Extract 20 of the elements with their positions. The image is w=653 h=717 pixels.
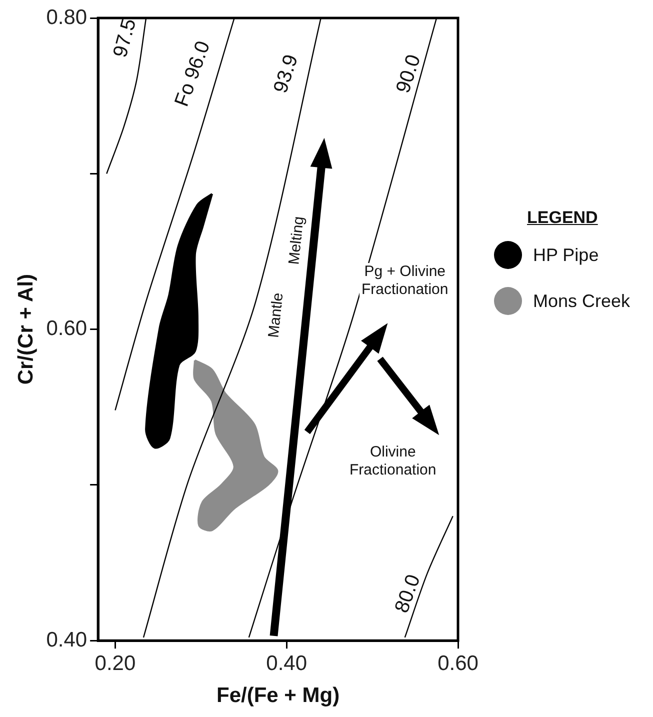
annotation: Fo 96.0 — [170, 38, 215, 110]
annotation: 80.0 — [390, 572, 425, 616]
annotation: Melting — [286, 216, 308, 266]
annotation: 90.0 — [392, 52, 426, 96]
annotation: Mantle — [265, 292, 287, 339]
y-tick-label: 0.60 — [46, 317, 88, 340]
x-tick-label: 0.20 — [94, 652, 136, 675]
legend-label: HP Pipe — [533, 244, 599, 266]
y-axis-title: Cr/(Cr + Al) — [14, 274, 38, 385]
x-axis-title: Fe/(Fe + Mg) — [216, 684, 340, 708]
x-tick-label: 0.40 — [266, 652, 308, 675]
annotation: Olivine Fractionation — [350, 444, 436, 479]
annotation: 97.5 — [109, 16, 141, 60]
annotation: Pg + Olivine Fractionation — [362, 263, 448, 298]
y-tick-label: 0.80 — [46, 6, 88, 29]
x-tick-label: 0.60 — [438, 652, 478, 675]
legend-title: LEGEND — [527, 208, 599, 228]
y-tick-label: 0.40 — [46, 628, 88, 652]
legend-label: Mons Creek — [533, 290, 630, 312]
annotation: 93.9 — [270, 52, 303, 96]
